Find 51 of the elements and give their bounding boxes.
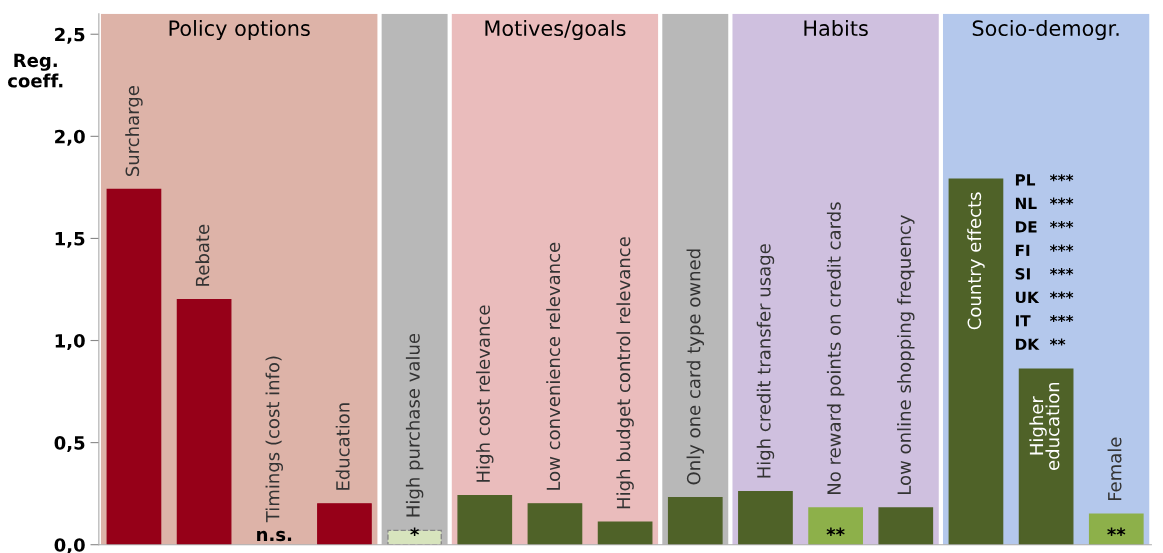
annotation: PL *** bbox=[1015, 174, 1074, 186]
bar bbox=[176, 298, 232, 545]
annotation: DK ** bbox=[1015, 338, 1066, 350]
y-tick-label: 1,5 bbox=[55, 232, 85, 248]
x-tick-label: Female bbox=[1107, 437, 1122, 501]
bar bbox=[387, 529, 442, 545]
y-axis-title: Reg. coeff. bbox=[8, 53, 63, 88]
bar bbox=[948, 178, 1004, 545]
bar bbox=[738, 490, 793, 545]
text: n.s. bbox=[257, 530, 292, 542]
bar bbox=[1088, 513, 1144, 545]
x-tick-label: Country effects bbox=[967, 192, 985, 330]
x-tick-label: High credit transfer usage bbox=[756, 244, 775, 478]
bar bbox=[1018, 368, 1074, 545]
text: SI *** bbox=[1015, 268, 1074, 280]
y-tick-label: 1,0 bbox=[55, 333, 85, 350]
x-tick-label: Low online shopping frequency bbox=[897, 215, 915, 494]
annotation: NL *** bbox=[1015, 197, 1074, 209]
annotation: UK *** bbox=[1015, 291, 1074, 304]
annotation: DE *** bbox=[1015, 221, 1074, 233]
x-tick-label: No reward points on credit cards bbox=[826, 202, 845, 494]
x-tick-label: High purchase value bbox=[405, 333, 424, 517]
x-tick-label: High budget control relevance bbox=[616, 237, 634, 509]
x-tick-label: Only one card type owned bbox=[686, 249, 705, 485]
bar bbox=[808, 507, 863, 545]
bar bbox=[106, 188, 162, 545]
x-tick-label: Higher education bbox=[1029, 382, 1060, 470]
text: IT *** bbox=[1015, 315, 1074, 327]
x-tick-label: Education bbox=[335, 403, 350, 490]
y-tick-label: 2,0 bbox=[55, 129, 85, 146]
bar bbox=[597, 521, 653, 545]
text: FI *** bbox=[1015, 244, 1074, 256]
bar bbox=[878, 507, 934, 545]
band-label: Motives/goals bbox=[485, 19, 626, 41]
x-tick-label: Rebate bbox=[195, 224, 210, 286]
x-tick-label: Low convenience relevance bbox=[546, 242, 561, 490]
bar bbox=[457, 495, 513, 545]
x-tick-label: Surcharge bbox=[125, 86, 143, 176]
band-label: Socio-demogr. bbox=[972, 19, 1119, 41]
y-tick-label: 2,5 bbox=[55, 27, 85, 44]
bar bbox=[317, 503, 372, 545]
data-label: ** bbox=[826, 527, 845, 536]
bar bbox=[667, 497, 723, 545]
bar bbox=[527, 503, 583, 545]
band-label: Habits bbox=[804, 19, 868, 37]
y-tick-label: 0,5 bbox=[54, 436, 85, 453]
x-tick-label: Timings (cost info) bbox=[265, 356, 284, 523]
data-label: ** bbox=[1107, 527, 1126, 536]
band-label: Policy options bbox=[169, 19, 310, 41]
x-tick-label: High cost relevance bbox=[476, 305, 494, 482]
data-label: * bbox=[410, 527, 419, 536]
